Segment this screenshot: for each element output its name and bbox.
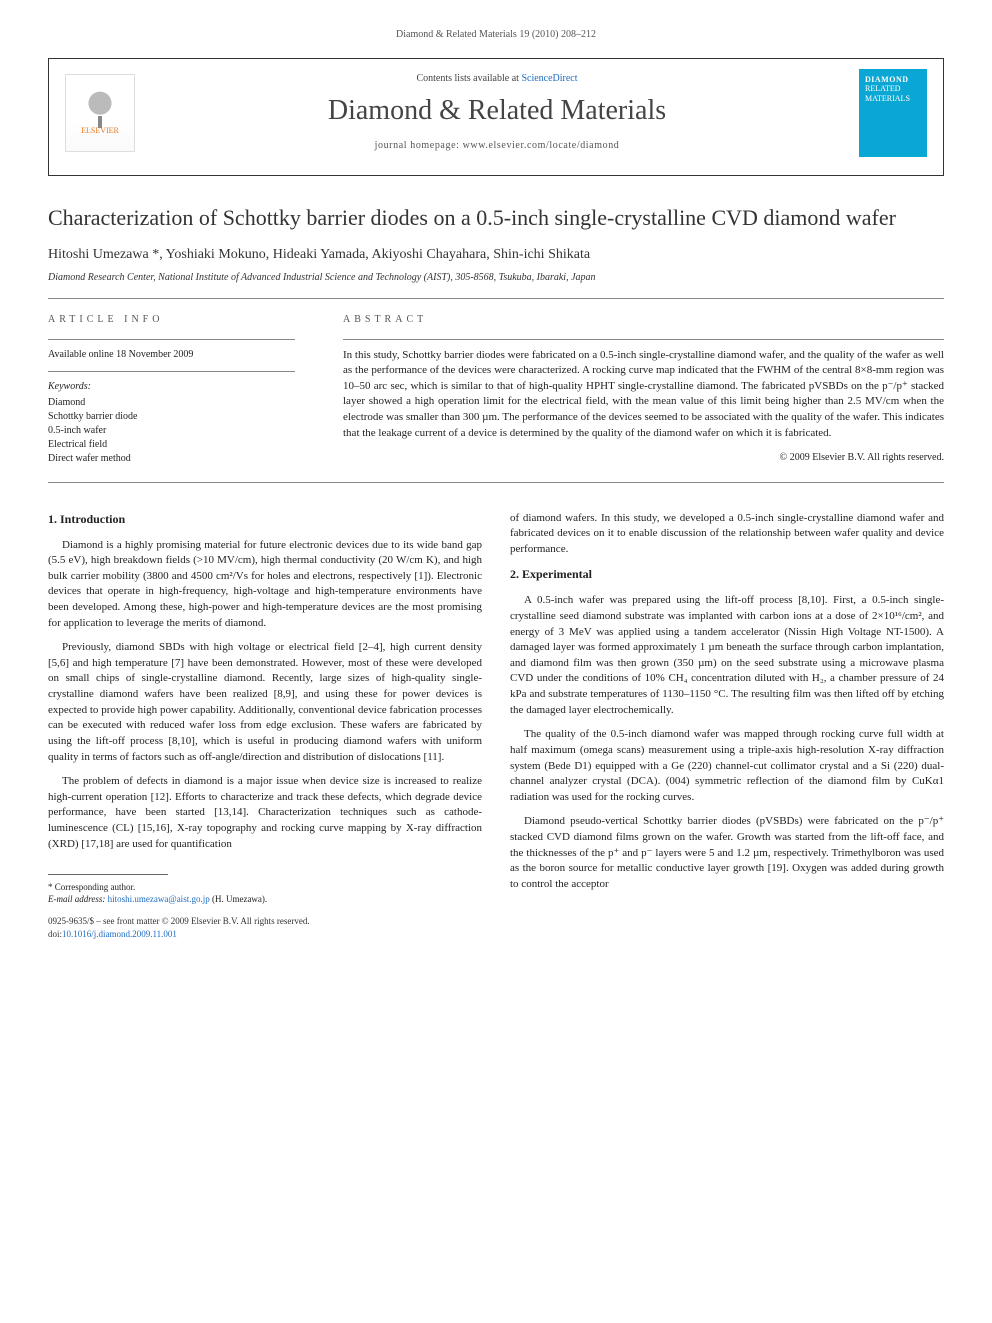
email-label: E-mail address: — [48, 894, 105, 904]
email-name: (H. Umezawa). — [210, 894, 267, 904]
issn-line: 0925-9635/$ – see front matter © 2009 El… — [48, 915, 482, 928]
paragraph: The problem of defects in diamond is a m… — [48, 774, 482, 852]
footer-meta: 0925-9635/$ – see front matter © 2009 El… — [48, 915, 482, 941]
info-abstract-row: ARTICLE INFO Available online 18 Novembe… — [48, 298, 944, 483]
contents-prefix: Contents lists available at — [416, 73, 521, 84]
tree-icon — [83, 88, 117, 126]
doi-prefix: doi: — [48, 929, 62, 939]
abstract-label: ABSTRACT — [343, 313, 944, 327]
journal-cover: DIAMOND RELATED MATERIALS — [859, 69, 927, 157]
homepage-line: journal homepage: www.elsevier.com/locat… — [151, 139, 843, 153]
contents-line: Contents lists available at ScienceDirec… — [151, 72, 843, 86]
journal-header: ELSEVIER Contents lists available at Sci… — [48, 58, 944, 176]
abstract-text: In this study, Schottky barrier diodes w… — [343, 348, 944, 442]
sciencedirect-link[interactable]: ScienceDirect — [521, 73, 577, 84]
article-info-label: ARTICLE INFO — [48, 313, 295, 327]
doi-link[interactable]: 10.1016/j.diamond.2009.11.001 — [62, 929, 177, 939]
paragraph: The quality of the 0.5-inch diamond wafe… — [510, 727, 944, 805]
paragraph: Diamond is a highly promising material f… — [48, 538, 482, 632]
cover-line-1: DIAMOND — [865, 75, 921, 85]
authors: Hitoshi Umezawa *, Yoshiaki Mokuno, Hide… — [48, 246, 944, 265]
section-heading-experimental: 2. Experimental — [510, 566, 944, 583]
cover-line-2: RELATED — [865, 84, 921, 94]
body-columns: 1. Introduction Diamond is a highly prom… — [48, 511, 944, 941]
paragraph: Diamond pseudo-vertical Schottky barrier… — [510, 814, 944, 892]
corresponding-marker: * Corresponding author. — [48, 881, 482, 893]
cover-line-3: MATERIALS — [865, 94, 921, 104]
journal-name: Diamond & Related Materials — [151, 92, 843, 130]
affiliation: Diamond Research Center, National Instit… — [48, 271, 944, 285]
paragraph: Previously, diamond SBDs with high volta… — [48, 640, 482, 765]
header-center: Contents lists available at ScienceDirec… — [151, 72, 843, 153]
elsevier-logo: ELSEVIER — [65, 74, 135, 152]
keyword: Direct wafer method — [48, 452, 295, 466]
footnote-separator — [48, 874, 168, 875]
corresponding-email-link[interactable]: hitoshi.umezawa@aist.go.jp — [108, 894, 210, 904]
available-online: Available online 18 November 2009 — [48, 348, 295, 362]
article-info-column: ARTICLE INFO Available online 18 Novembe… — [48, 299, 303, 482]
corresponding-author-footnote: * Corresponding author. E-mail address: … — [48, 881, 482, 905]
paragraph: A 0.5-inch wafer was prepared using the … — [510, 593, 944, 718]
abstract-column: ABSTRACT In this study, Schottky barrier… — [343, 299, 944, 482]
keywords-head: Keywords: — [48, 380, 295, 394]
keywords-list: Diamond Schottky barrier diode 0.5-inch … — [48, 396, 295, 466]
paragraph: of diamond wafers. In this study, we dev… — [510, 511, 944, 558]
keyword: Schottky barrier diode — [48, 410, 295, 424]
homepage-url: www.elsevier.com/locate/diamond — [463, 140, 620, 151]
divider — [343, 339, 944, 340]
homepage-prefix: journal homepage: — [375, 140, 463, 151]
divider — [48, 371, 295, 372]
keyword: Diamond — [48, 396, 295, 410]
divider — [48, 339, 295, 340]
article-title: Characterization of Schottky barrier dio… — [48, 204, 944, 232]
keyword: 0.5-inch wafer — [48, 424, 295, 438]
abstract-copyright: © 2009 Elsevier B.V. All rights reserved… — [343, 451, 944, 465]
keyword: Electrical field — [48, 438, 295, 452]
running-head: Diamond & Related Materials 19 (2010) 20… — [48, 28, 944, 42]
section-heading-introduction: 1. Introduction — [48, 511, 482, 528]
